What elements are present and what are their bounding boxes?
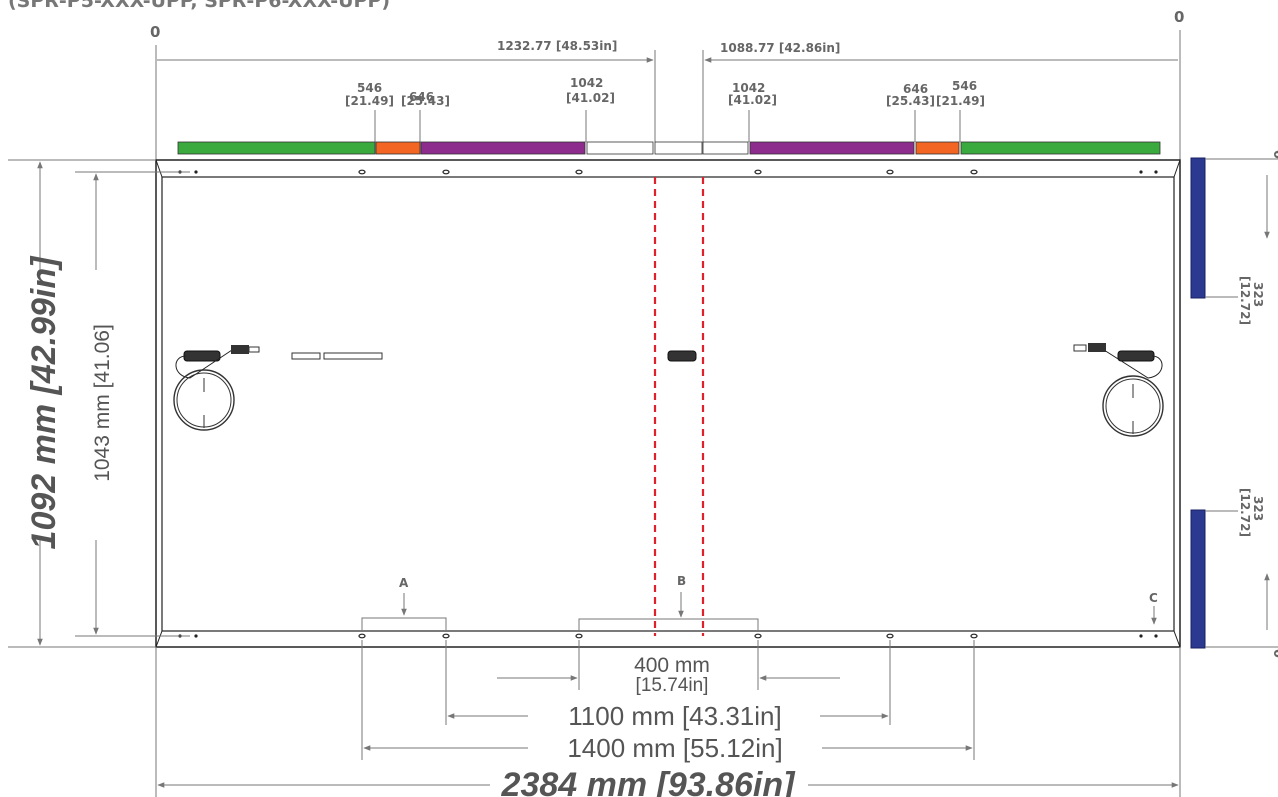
top-mark-labels: 546 [21.49] 646 [25.43] 1042 [41.02] 104… [345,76,985,108]
mounting-zone-band [177,141,1161,155]
mark-546-left-mm: 546 [357,81,382,95]
zone-orange-right [915,141,960,155]
zone-orange-left [375,141,421,155]
zone-purple-left [420,141,586,155]
mark-1042-left-in: [41.02] [566,91,615,105]
model-number-text: (SPR-P5-XXX-UPP, SPR-P6-XXX-UPP) [8,0,390,12]
mark-1042-left-mm: 1042 [570,76,603,90]
zone-purple-right [749,141,915,155]
center-dashed-lines [653,177,705,636]
svg-text:A: A [399,576,409,590]
bottom-extension-lines [155,640,1181,797]
mark-546-left-in: [21.49] [345,94,394,108]
side-rail-bottom [1190,509,1206,649]
mark-1042-right-in: [41.02] [728,93,777,107]
overall-height-label: 1092 mm [42.99in] [25,255,63,550]
dim-1400-label: 1400 mm [55.12in] [567,733,782,763]
mounting-holes [358,169,978,639]
top-reference-lines [155,30,1181,165]
dim-400-in-label: [15.74in] [636,675,709,696]
zone-white-right [702,141,749,155]
corner-marks [178,170,1158,638]
side-bottom-zero: 0 [1270,649,1278,658]
mark-546-right-mm: 546 [952,79,977,93]
zone-green-left [177,141,376,155]
label-slots [291,352,383,360]
svg-text:B: B [677,574,686,588]
height-extension-lines [8,159,190,648]
svg-text:C: C [1149,591,1158,605]
side-rail-extension-lines [1205,158,1278,648]
marker-c: C [1149,591,1158,625]
dim-400-mm-label: 400 mm [634,654,710,677]
mark-646-right-in: [25.43] [886,94,935,108]
side-top-zero: 0 [1270,150,1278,159]
junction-box-right [1073,343,1164,437]
mark-1042-right-mm: 1042 [732,81,765,95]
mark-646-left-in: [25.43] [401,94,450,108]
left-offset-label: 1232.77 [48.53in] [497,39,617,53]
mark-646-right-mm: 646 [903,82,928,96]
mark-546-right-in: [21.49] [936,94,985,108]
zone-green-right [960,141,1161,155]
junction-box-center [667,350,697,362]
zone-white-center [654,141,703,155]
inner-height-label: 1043 mm [41.06] [91,324,114,482]
right-offset-label: 1088.77 [42.86in] [720,41,840,55]
zone-white-left [586,141,654,155]
marker-a: A [361,576,447,632]
origin-right-label: 0 [1174,8,1184,26]
marker-b: B [578,574,759,632]
side-rail-top [1190,157,1206,299]
dim-1100-label: 1100 mm [43.31in] [568,701,781,731]
side-bottom-mm: 323 [1251,496,1265,521]
junction-box-left [173,345,260,431]
overall-length-label: 2384 mm [93.86in] [501,766,797,797]
side-top-in: [12.72] [1238,276,1252,325]
side-top-mm: 323 [1251,282,1265,307]
origin-left-label: 0 [150,23,160,41]
mark-646-left-mm: 646 [409,90,434,104]
side-bottom-in: [12.72] [1238,488,1252,537]
panel-frame [155,159,1181,648]
